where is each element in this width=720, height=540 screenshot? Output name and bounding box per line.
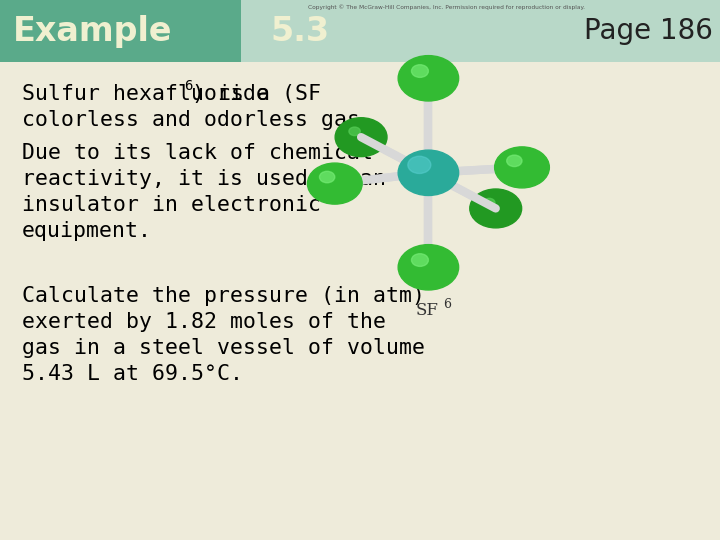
Circle shape [335,118,387,157]
Text: Calculate the pressure (in atm): Calculate the pressure (in atm) [22,286,425,306]
Text: 5.43 L at 69.5°C.: 5.43 L at 69.5°C. [22,363,243,383]
Text: insulator in electronic: insulator in electronic [22,195,320,215]
Circle shape [470,189,521,228]
Circle shape [398,150,459,195]
Text: 6: 6 [443,298,451,311]
Circle shape [507,155,522,166]
Text: colorless and odorless gas.: colorless and odorless gas. [22,110,373,130]
Text: Sulfur hexafluoride (SF: Sulfur hexafluoride (SF [22,84,320,104]
Circle shape [398,245,459,290]
Circle shape [307,163,362,204]
Text: gas in a steel vessel of volume: gas in a steel vessel of volume [22,338,425,357]
Text: Copyright © The McGraw-Hill Companies, Inc. Permission required for reproduction: Copyright © The McGraw-Hill Companies, I… [308,4,585,10]
Text: Example: Example [13,15,173,48]
Text: Page 186: Page 186 [584,17,713,45]
Circle shape [398,56,459,101]
Bar [0,0,720,62]
Text: Due to its lack of chemical: Due to its lack of chemical [22,143,373,163]
Text: equipment.: equipment. [22,221,152,241]
Circle shape [349,127,360,136]
Text: ) is a: ) is a [192,84,270,104]
Circle shape [495,147,549,188]
Text: SF: SF [415,302,438,319]
Circle shape [411,254,428,266]
Bar [0,0,241,62]
Circle shape [484,198,495,207]
Circle shape [408,156,431,173]
Text: 6: 6 [184,79,192,93]
Text: reactivity, it is used as an: reactivity, it is used as an [22,169,386,189]
Circle shape [411,65,428,77]
Circle shape [320,171,335,183]
Text: 5.3: 5.3 [270,15,329,48]
Text: exerted by 1.82 moles of the: exerted by 1.82 moles of the [22,312,386,332]
